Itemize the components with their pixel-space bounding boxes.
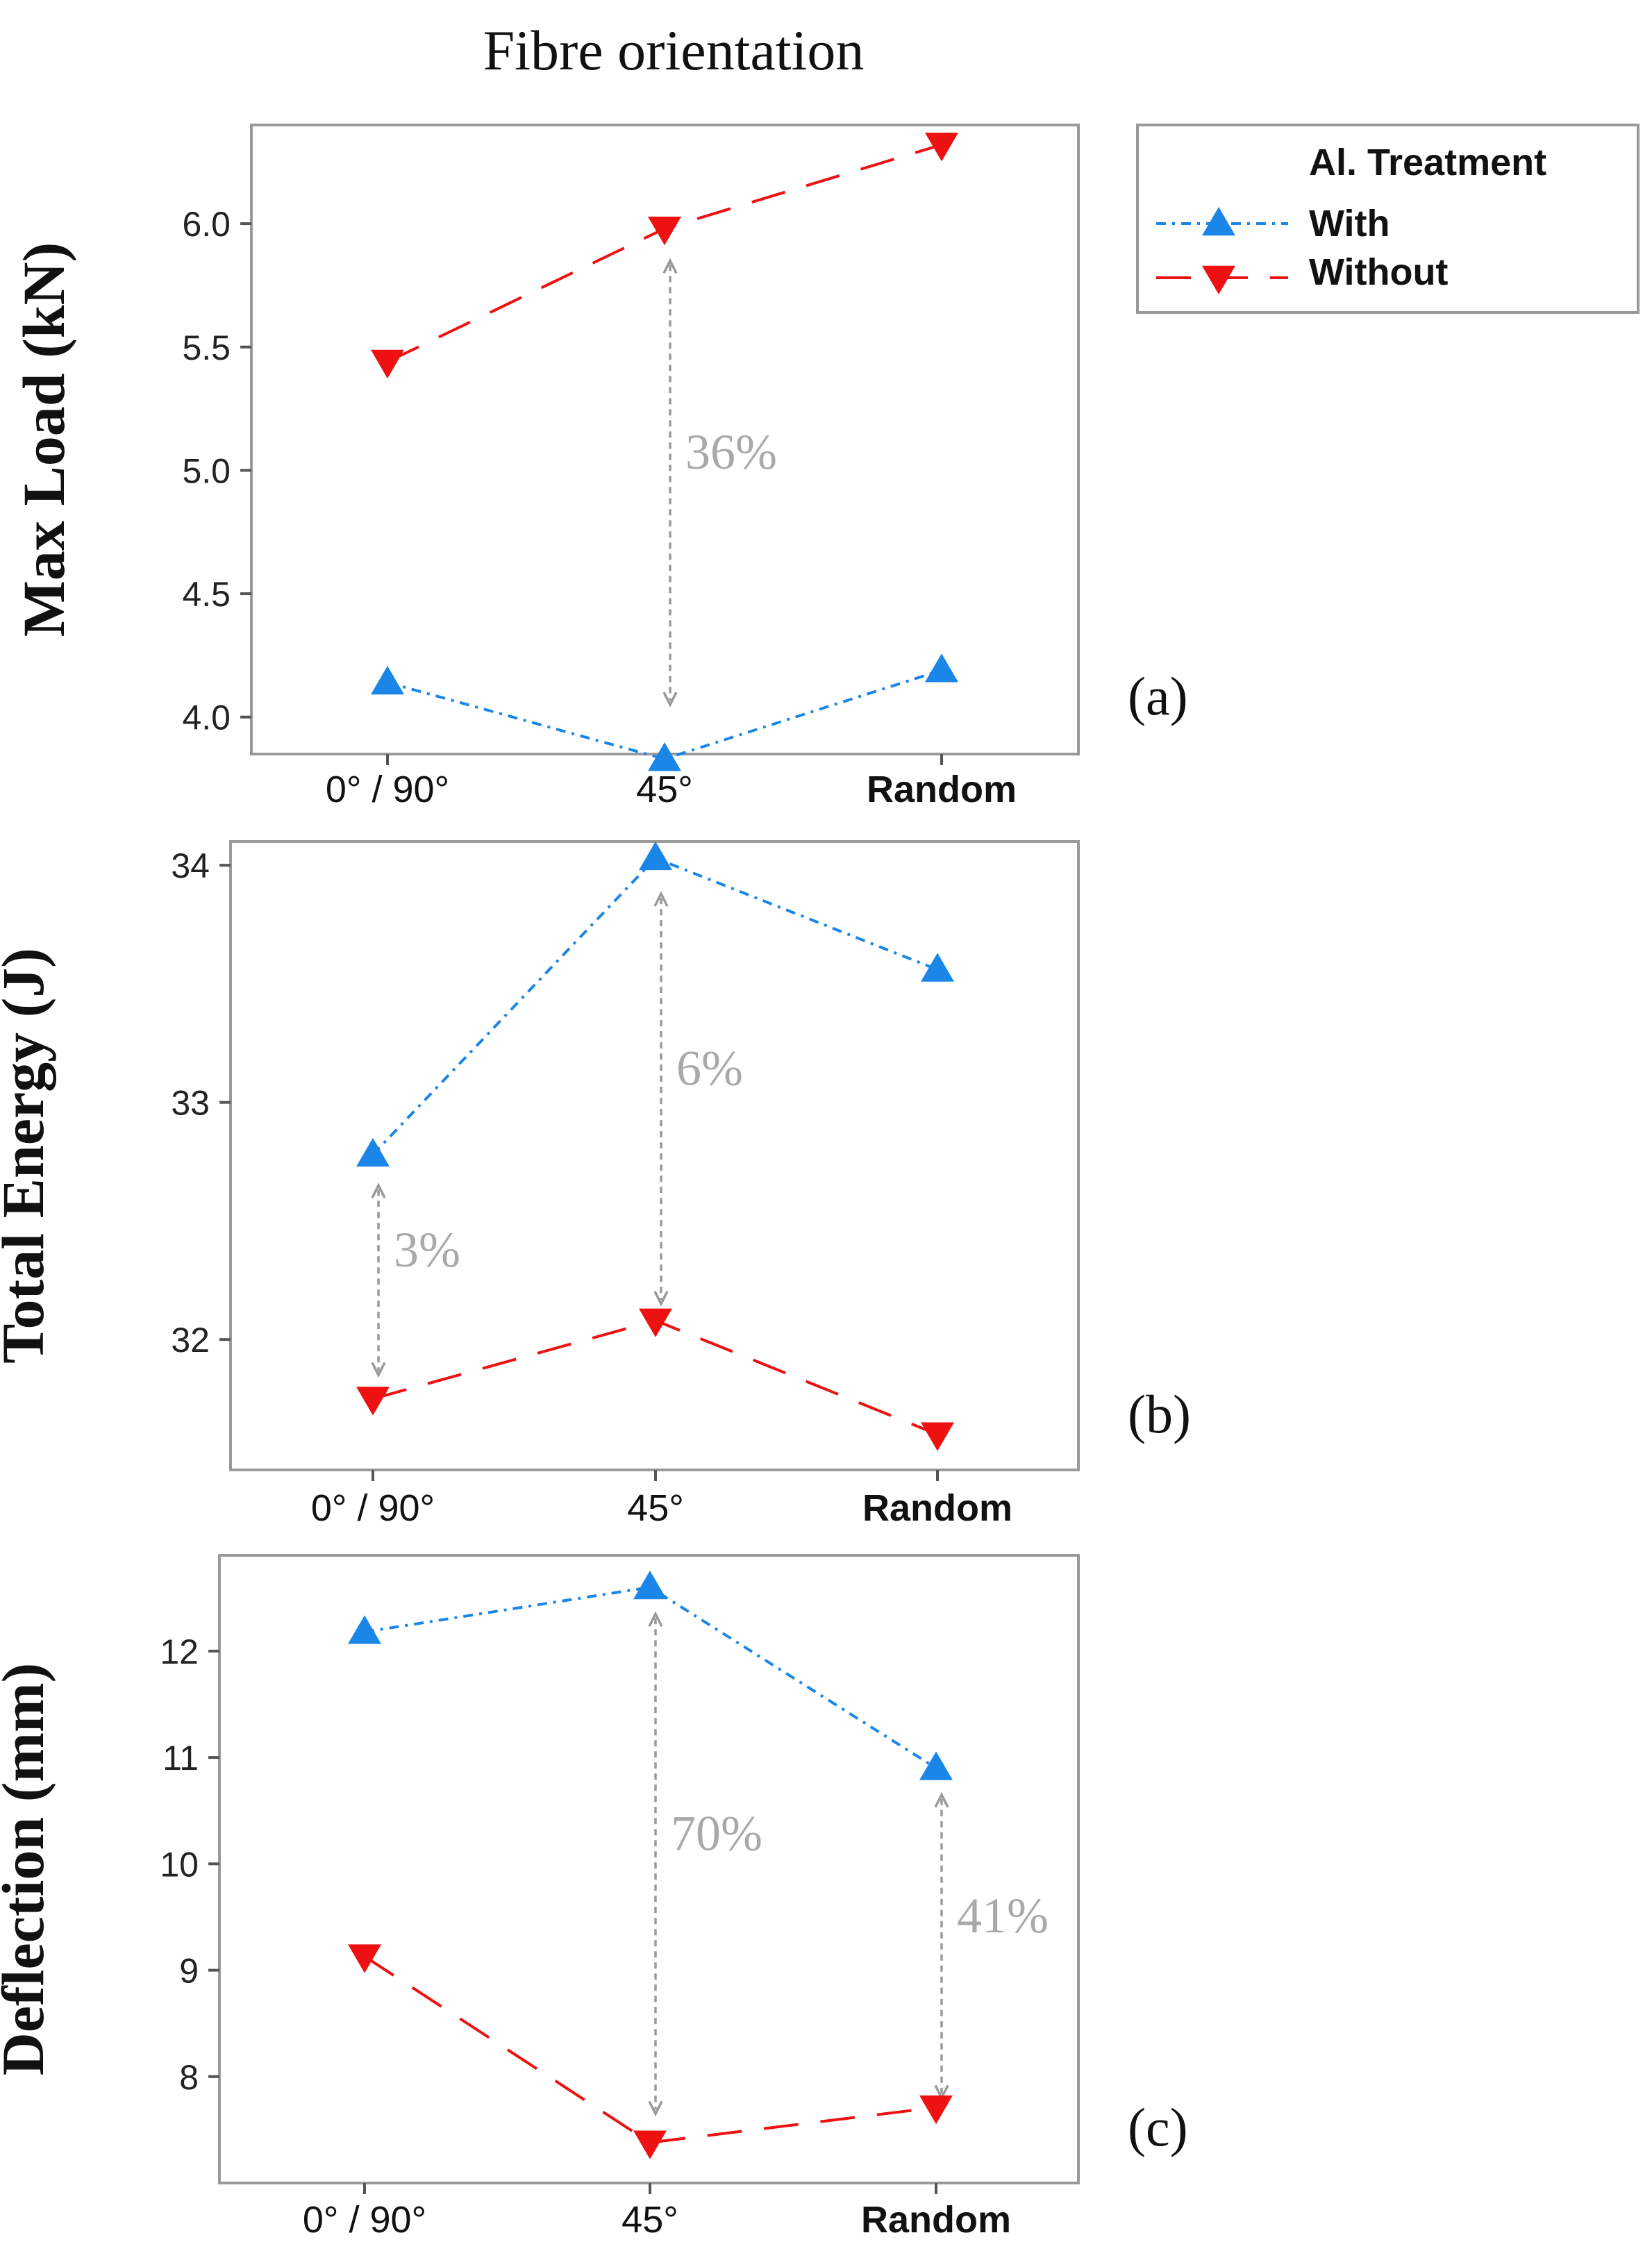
series-line-without <box>363 1955 937 2144</box>
data-point-without-0-90 <box>348 1944 381 1973</box>
x-tick-label: 45° <box>636 769 693 810</box>
y-tick-label: 33 <box>171 1084 210 1123</box>
y-tick-label: 9 <box>179 1952 199 1991</box>
legend: Al. Treatment With Without <box>1136 124 1640 314</box>
y-tick-label: 10 <box>160 1845 199 1884</box>
legend-label-with: With <box>1309 203 1390 244</box>
x-tick-label: Random <box>867 769 1017 810</box>
series-line-with <box>364 1585 937 1770</box>
annotation-arrow-head-down <box>653 1291 669 1307</box>
annotation-label: 36% <box>685 424 777 480</box>
x-tick-label: Random <box>862 1487 1012 1529</box>
x-tick-label: 0° / 90° <box>303 2199 426 2241</box>
annotation-arrow-head-down <box>662 692 678 708</box>
data-point-with-0-90 <box>348 1615 381 1644</box>
x-tick-label: 45° <box>627 1487 684 1529</box>
y-tick-label: 34 <box>171 846 210 885</box>
y-axis-label: Deflection (mm) <box>0 1663 56 2076</box>
y-tick-label: 8 <box>179 2058 199 2097</box>
plot-frame <box>229 840 1080 1471</box>
x-tick-label: 45° <box>621 2199 678 2241</box>
data-point-with-random <box>921 953 954 982</box>
data-point-with-random <box>925 653 958 683</box>
annotation-arrow-head-up <box>371 1182 386 1198</box>
legend-title: Al. Treatment <box>1309 142 1546 183</box>
y-tick-label: 32 <box>171 1321 210 1360</box>
y-tick-label: 6.0 <box>182 205 231 244</box>
x-tick-label: Random <box>861 2199 1011 2241</box>
data-point-without-45 <box>639 1308 672 1337</box>
chart-panel-a: 4.0 4.5 5.0 5.5 6.0 0° / 90° 45° Random Max Load… <box>10 124 1188 810</box>
x-tick-label: 0° / 90° <box>326 769 449 810</box>
series-line-with <box>372 856 938 1156</box>
annotation-arrow-head-up <box>934 1791 949 1808</box>
y-tick-label: 4.0 <box>182 699 231 737</box>
data-point-without-45 <box>648 216 681 246</box>
plot-frame <box>218 1554 1080 2184</box>
figure-title: Fibre orientation <box>483 19 865 82</box>
legend-entry-without: Without <box>1156 251 1448 294</box>
annotation-label: 41% <box>957 1888 1049 1943</box>
x-tick-label: 0° / 90° <box>311 1487 435 1529</box>
y-tick-label: 11 <box>162 1739 199 1778</box>
data-point-with-45 <box>648 742 681 771</box>
annotation-arrow-head-up <box>653 891 669 907</box>
y-tick-label: 4.5 <box>182 575 231 614</box>
legend-entry-with: With <box>1156 203 1390 244</box>
y-tick-label: 5.0 <box>182 451 231 490</box>
data-point-with-random <box>919 1751 953 1780</box>
panel-label: (a) <box>1128 666 1188 726</box>
data-point-with-0-90 <box>371 665 404 695</box>
chart-panel-c: 8 9 10 11 12 0° / 90° 45° Random Deflection (mm)… <box>0 1554 1188 2241</box>
data-point-without-random <box>921 1422 954 1451</box>
data-point-without-random <box>925 133 958 162</box>
panel-label: (b) <box>1128 1384 1191 1444</box>
annotation-arrow-head-up <box>648 1611 663 1628</box>
chart-panel-b: 32 33 34 0° / 90° 45° Random Total Energy (J) (… <box>0 840 1191 1529</box>
annotation-label: 3% <box>394 1222 460 1278</box>
data-point-without-0-90 <box>356 1387 390 1416</box>
annotation-arrow-head-down <box>371 1362 386 1378</box>
legend-marker-with <box>1202 207 1235 236</box>
series-line-without <box>387 143 942 363</box>
panel-label: (c) <box>1128 2097 1188 2157</box>
data-point-without-45 <box>633 2130 667 2159</box>
annotation-label: 70% <box>671 1805 762 1861</box>
y-axis-label: Max Load (kN) <box>10 242 77 637</box>
data-point-with-45 <box>639 841 672 871</box>
data-point-with-45 <box>633 1570 667 1600</box>
series-line-with <box>387 669 942 761</box>
y-axis-label: Total Energy (J) <box>0 948 56 1364</box>
data-point-without-0-90 <box>371 349 404 379</box>
series-line-without <box>372 1319 938 1436</box>
data-point-with-0-90 <box>356 1137 390 1167</box>
annotation-arrow-head-down <box>648 2100 663 2117</box>
y-tick-label: 12 <box>160 1632 199 1671</box>
legend-label-without: Without <box>1309 251 1448 293</box>
legend-marker-without <box>1202 265 1235 294</box>
data-point-without-random <box>919 2095 953 2125</box>
annotation-label: 6% <box>676 1041 743 1096</box>
y-tick-label: 5.5 <box>182 328 231 367</box>
annotation-arrow-head-up <box>662 258 678 274</box>
